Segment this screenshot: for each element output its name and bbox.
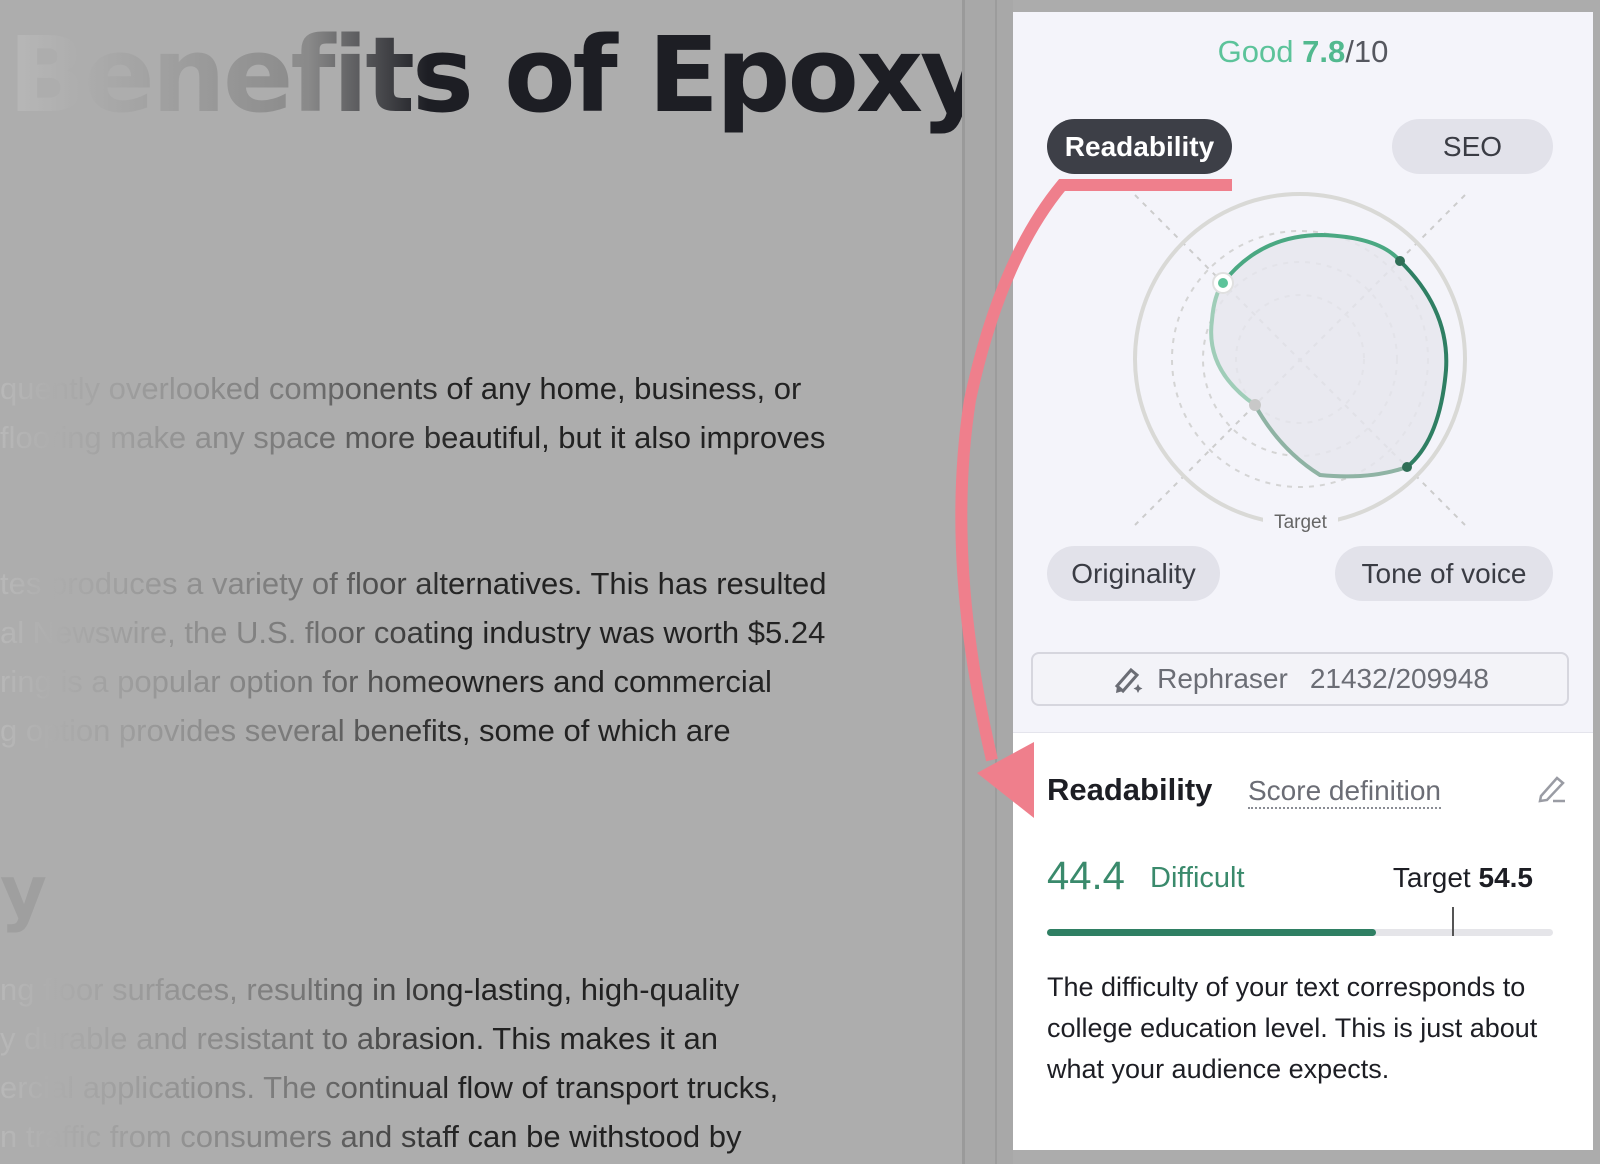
tab-seo[interactable]: SEO [1392,119,1553,174]
readability-progress-bar [1047,907,1553,936]
paragraph-line[interactable]: g option provides several benefits, some… [0,711,731,751]
paragraph-line[interactable]: y durable and resistant to abrasion. Thi… [0,1019,718,1059]
readability-target: Target 54.5 [1393,862,1533,894]
paragraph-line[interactable]: quently overlooked components of any hom… [0,369,801,409]
radar-edge [1253,404,1408,479]
paragraph-line[interactable]: ng floor surfaces, resulting in long-las… [0,970,739,1010]
originality-point [1249,399,1261,411]
target-marker [1451,907,1454,936]
seo-point [1395,256,1405,266]
radar-area [1211,235,1447,477]
readability-point-dot [1218,278,1228,288]
tab-originality[interactable]: Originality [1047,546,1220,601]
paragraph-line[interactable]: flooring make any space more beautiful, … [0,418,825,458]
arrow-line [955,179,1232,762]
document-title[interactable]: Benefits of Epoxy [8,14,962,136]
radar-edge [1398,259,1449,469]
readability-level: Difficult [1150,862,1245,894]
readability-progress-fill [1047,929,1376,936]
radar-target-label: Target [1263,512,1338,534]
tone-point [1402,462,1412,472]
pencil-icon[interactable] [1535,770,1569,804]
magic-pen-icon [1114,667,1143,694]
score-label: Good [1217,34,1294,69]
score-definition-link[interactable]: Score definition [1248,775,1442,809]
rephraser-label: Rephraser [1157,663,1288,694]
score-value: 7.8 [1302,34,1346,69]
divider [995,0,997,1164]
paragraph-line[interactable]: ring is a popular option for homeowners … [0,662,772,702]
document-editor[interactable]: Benefits of Epoxy quently overlooked com… [0,0,962,1164]
rephraser-button[interactable]: Rephraser 21432/209948 [1031,652,1569,706]
score-overview: Good 7.8/10 Targe [1013,12,1593,733]
paragraph-line[interactable]: ercial applications. The continual flow … [0,1068,778,1108]
content-score-panel: Good 7.8/10 Targe [1013,12,1593,1150]
paragraph-line[interactable]: n traffic from consumers and staff can b… [0,1117,742,1157]
tab-tone-of-voice[interactable]: Tone of voice [1335,546,1553,601]
readability-description: The difficulty of your text corresponds … [1047,972,1538,1084]
paragraph-line[interactable]: al Newswire, the U.S. floor coating indu… [0,613,825,653]
radar-edge [1209,281,1257,407]
target-value: 54.5 [1478,862,1534,893]
tab-readability[interactable]: Readability [1047,119,1232,174]
section-heading-fragment[interactable]: y [0,850,47,934]
rephraser-count: 21432/209948 [1309,663,1489,694]
readability-heading: Readability [1047,772,1213,807]
score-max: /10 [1345,34,1389,69]
radar-edge [1221,232,1402,285]
target-label: Target [1392,862,1471,893]
paragraph-line[interactable]: tes produces a variety of floor alternat… [0,564,827,604]
arrow-head [977,742,1034,818]
overall-score: Good 7.8/10 [1013,34,1593,70]
readability-score: 44.4 [1047,854,1125,898]
panel-gutter [965,0,1013,1164]
